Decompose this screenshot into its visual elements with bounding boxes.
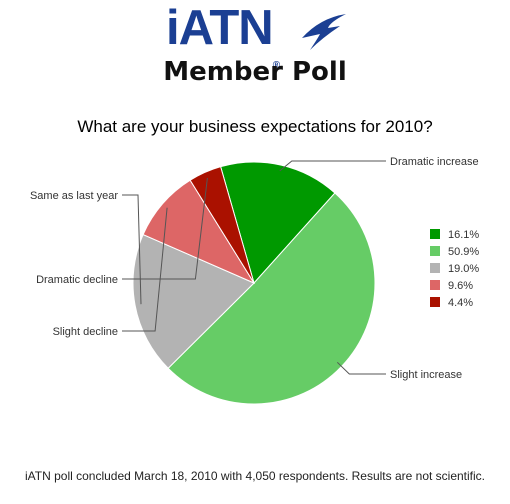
chart-title: What are your business expectations for … — [77, 117, 433, 136]
registered-mark: ® — [272, 60, 280, 71]
legend-swatch-dramatic-increase — [430, 229, 440, 239]
footer-note: iATN poll concluded March 18, 2010 with … — [24, 469, 486, 483]
pie-slice-dramatic-increase — [220, 161, 336, 285]
legend-swatch-slight-decline — [430, 280, 440, 290]
logo-brand: iATN ® — [166, 1, 280, 71]
leader-line-slight-decline — [122, 207, 168, 332]
logo-brand-text: iATN — [166, 1, 274, 55]
legend-label-same-as-last-year: 19.0% — [448, 263, 479, 275]
legend-label-slight-increase: 50.9% — [448, 246, 479, 258]
lightning-swoosh-icon — [302, 14, 346, 50]
legend-swatch-dramatic-decline — [430, 297, 440, 307]
slice-label-slight-increase: Slight increase — [390, 369, 462, 381]
leader-line-dramatic-decline — [122, 177, 208, 280]
slice-label-dramatic-decline: Dramatic decline — [36, 274, 118, 286]
legend-swatch-same-as-last-year — [430, 263, 440, 273]
leader-line-slight-increase — [336, 361, 386, 375]
slice-label-slight-decline: Slight decline — [53, 326, 118, 338]
legend-label-dramatic-decline: 4.4% — [448, 297, 473, 309]
slice-label-same-as-last-year: Same as last year — [30, 190, 118, 202]
pie-slice-dramatic-decline — [189, 166, 255, 284]
leader-line-same-as-last-year — [122, 194, 142, 305]
slice-label-dramatic-increase: Dramatic increase — [390, 156, 479, 168]
logo-subtitle: Member Poll — [163, 57, 347, 87]
legend-swatch-slight-increase — [430, 246, 440, 256]
legend-label-dramatic-increase: 16.1% — [448, 229, 479, 241]
pie-chart: Dramatic increase Slight increase Same as … — [30, 156, 479, 405]
logo: iATN ® Member Poll — [0, 0, 510, 95]
leader-line-dramatic-increase — [279, 160, 386, 172]
legend-label-slight-decline: 9.6% — [448, 280, 473, 292]
